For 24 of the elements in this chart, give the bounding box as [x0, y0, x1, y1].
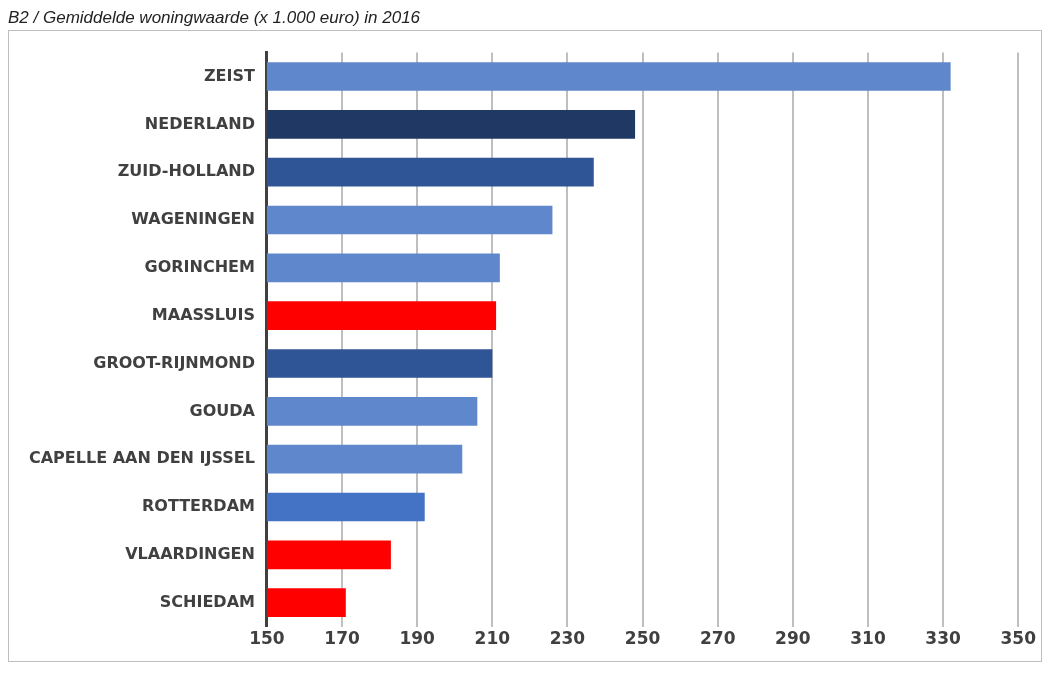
x-tick-label: 250 — [624, 628, 661, 649]
y-tick-label: ZEIST — [204, 65, 256, 85]
x-tick-label: 190 — [399, 628, 436, 649]
x-tick-label: 170 — [324, 628, 360, 649]
x-tick-label: 310 — [850, 628, 886, 649]
x-tick-label: 330 — [925, 628, 962, 649]
x-tick-label: 150 — [249, 628, 285, 649]
x-tick-label: 350 — [1000, 628, 1037, 649]
y-tick-label: ROTTERDAM — [141, 496, 255, 516]
y-tick-label: GOUDA — [189, 400, 256, 420]
y-tick-label: MAASSLUIS — [151, 304, 255, 324]
y-tick-label: CAPELLE AAN DEN IJSSEL — [28, 448, 255, 468]
y-tick-label: WAGENINGEN — [131, 209, 255, 229]
y-tick-label: SCHIEDAM — [159, 591, 255, 611]
x-tick-label: 230 — [549, 628, 586, 649]
chart-title: B2 / Gemiddelde woningwaarde (x 1.000 euro) in 2016 — [8, 8, 422, 28]
x-tick-label: 290 — [775, 628, 811, 649]
y-tick-label: NEDERLAND — [144, 113, 255, 133]
x-tick-label: 270 — [699, 628, 736, 649]
y-tick-label: GROOT-RIJNMOND — [93, 352, 255, 372]
x-tick-label: 210 — [474, 628, 511, 649]
y-tick-label: GORINCHEM — [144, 257, 255, 277]
y-tick-label: ZUID-HOLLAND — [117, 161, 255, 181]
y-tick-label: VLAARDINGEN — [125, 544, 255, 564]
